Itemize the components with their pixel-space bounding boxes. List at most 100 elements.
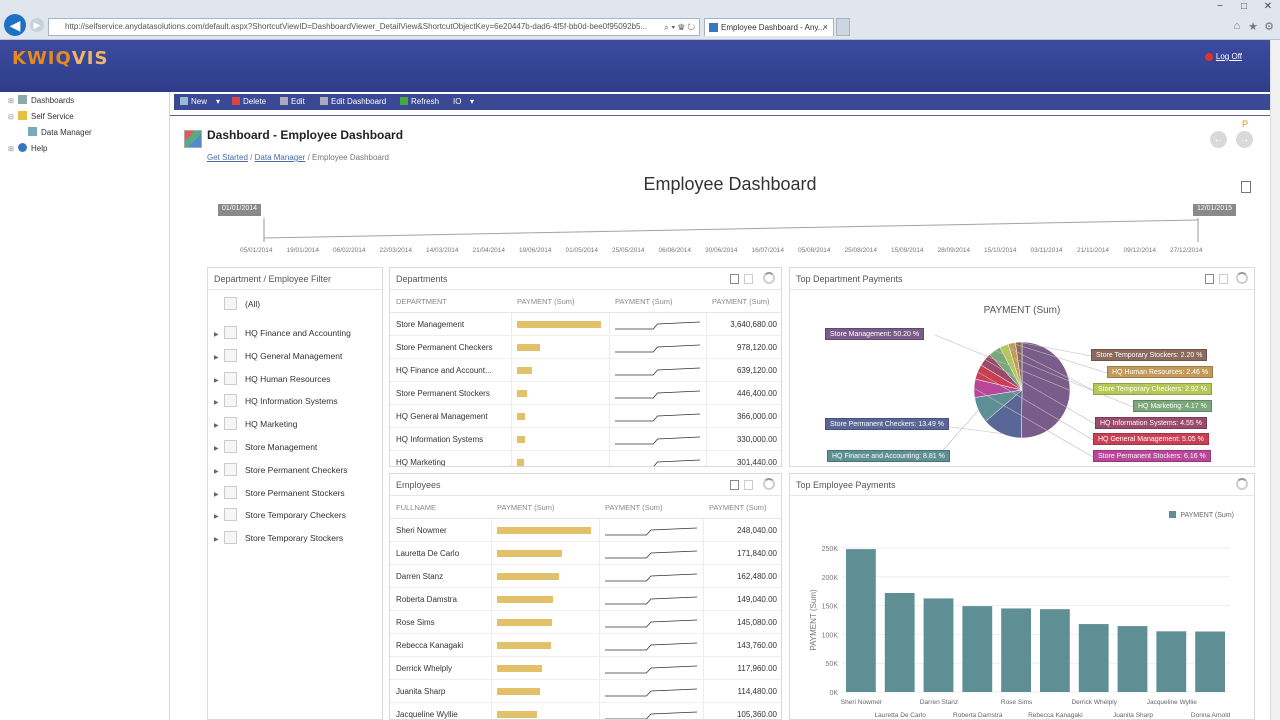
table-row[interactable]: HQ Information Systems 330,000.00 xyxy=(390,428,781,451)
filter-item[interactable]: ▶ Store Permanent Stockers xyxy=(214,485,345,500)
filter-item[interactable]: ▶ HQ General Management xyxy=(214,348,342,363)
breadcrumb-get-started[interactable]: Get Started xyxy=(207,153,248,162)
expand-icon[interactable]: ▶ xyxy=(214,332,219,338)
bar[interactable] xyxy=(1078,624,1109,692)
sidebar-item-help[interactable]: ⊞ Help xyxy=(8,143,47,155)
refresh-button[interactable]: Refresh xyxy=(400,94,439,110)
filter-item[interactable]: ▶ Store Temporary Stockers xyxy=(214,531,343,545)
checkbox[interactable] xyxy=(224,326,237,339)
delete-button[interactable]: Delete xyxy=(232,94,266,110)
column-header[interactable]: DEPARTMENT xyxy=(396,297,447,306)
column-header[interactable]: PAYMENT (Sum) xyxy=(615,297,673,306)
column-header[interactable]: PAYMENT (Sum) xyxy=(517,297,575,306)
range-end-label[interactable]: 12/01/2015 xyxy=(1192,204,1236,216)
column-header[interactable]: PAYMENT (Sum) xyxy=(605,503,663,512)
filter-icon[interactable] xyxy=(744,480,753,490)
edit-dashboard-button[interactable]: Edit Dashboard xyxy=(320,94,386,110)
table-row[interactable]: HQ Marketing 301,440.00 xyxy=(390,451,781,466)
checkbox[interactable] xyxy=(224,394,237,408)
pie-slice[interactable] xyxy=(1021,341,1071,439)
filter-item[interactable]: ▶ HQ Human Resources xyxy=(214,371,331,386)
filter-icon[interactable] xyxy=(1219,274,1228,284)
checkbox[interactable] xyxy=(224,371,237,385)
filter-item[interactable]: ▶ Store Permanent Checkers xyxy=(214,462,348,477)
filter-icon[interactable] xyxy=(744,274,753,284)
export-icon[interactable] xyxy=(1205,274,1214,284)
checkbox[interactable] xyxy=(224,417,237,431)
checkbox[interactable] xyxy=(224,531,237,545)
bar[interactable] xyxy=(962,606,993,692)
new-dropdown[interactable]: ▾ xyxy=(216,97,221,106)
expand-icon[interactable]: ▶ xyxy=(214,377,219,384)
nav-back-button[interactable]: ← xyxy=(1210,131,1227,148)
chevron-down-icon[interactable]: ▼ xyxy=(1199,120,1206,127)
table-row[interactable]: Darren Stanz 162,480.00 xyxy=(390,565,781,588)
checkbox[interactable] xyxy=(224,348,237,362)
edit-button[interactable]: Edit xyxy=(280,94,305,110)
column-header[interactable]: PAYMENT (Sum) xyxy=(712,297,770,306)
filter-item[interactable]: ▶ HQ Information Systems xyxy=(214,394,338,408)
back-button[interactable]: ◀ xyxy=(4,14,26,36)
close-window-icon[interactable]: ✕ xyxy=(1263,1,1273,12)
column-header[interactable]: FULLNAME xyxy=(396,503,437,512)
io-dropdown[interactable]: ▾ xyxy=(470,97,475,106)
favorites-icon[interactable]: ★ xyxy=(1248,21,1258,33)
address-bar[interactable]: http://selfservice.anydatasolutions.com/… xyxy=(48,18,700,36)
minimize-icon[interactable]: − xyxy=(1217,1,1223,12)
bar[interactable] xyxy=(923,598,954,692)
home-icon[interactable]: ⌂ xyxy=(1233,20,1241,32)
sidebar-item-dashboards[interactable]: ⊞ Dashboards xyxy=(8,95,74,107)
expand-icon[interactable]: ▶ xyxy=(214,514,219,521)
expand-icon[interactable]: ⊞ xyxy=(8,146,14,153)
table-row[interactable]: HQ General Management 366,000.00 xyxy=(390,405,781,428)
close-tab-icon[interactable]: × xyxy=(822,22,828,32)
io-button[interactable]: IO xyxy=(453,97,462,106)
sidebar-item-self-service[interactable]: ⊟ Self Service xyxy=(8,111,74,123)
bar[interactable] xyxy=(1195,631,1225,692)
logoff-link[interactable]: Log Off xyxy=(1204,52,1242,61)
export-icon[interactable] xyxy=(730,274,739,284)
expand-icon[interactable]: ▶ xyxy=(214,537,219,544)
bar[interactable] xyxy=(884,593,915,692)
checkbox[interactable] xyxy=(224,508,237,522)
new-button[interactable]: New xyxy=(180,94,207,110)
table-row[interactable]: Store Permanent Stockers 446,400.00 xyxy=(390,382,781,405)
browser-tab[interactable]: Employee Dashboard - Any... × xyxy=(704,18,834,36)
checkbox[interactable] xyxy=(224,485,237,499)
expand-icon[interactable]: ⊞ xyxy=(8,98,14,105)
page-scrollbar[interactable] xyxy=(1270,40,1280,720)
table-row[interactable]: Derrick Whelply 117,960.00 xyxy=(390,657,781,680)
checkbox[interactable] xyxy=(224,440,237,453)
expand-icon[interactable]: ▶ xyxy=(214,423,219,430)
settings-icon[interactable]: ⚙ xyxy=(1264,21,1274,33)
table-row[interactable]: Rebecca Kanagaki 143,760.00 xyxy=(390,634,781,657)
range-start-label[interactable]: 01/01/2014 xyxy=(218,204,262,216)
address-controls[interactable]: ⌕ ▾ ♕ ↻ xyxy=(663,22,695,32)
table-row[interactable]: Juanita Sharp 114,480.00 xyxy=(390,680,781,703)
export-icon[interactable] xyxy=(730,480,739,490)
column-header[interactable]: PAYMENT (Sum) xyxy=(709,503,767,512)
table-row[interactable]: Roberta Damstra 149,040.00 xyxy=(390,588,781,611)
bar[interactable] xyxy=(846,549,876,692)
filter-item[interactable]: ▶ Store Temporary Checkers xyxy=(214,508,346,522)
checkbox[interactable] xyxy=(224,462,237,476)
quick-create-link[interactable]: Quick create xyxy=(1151,120,1196,129)
bar[interactable] xyxy=(1117,626,1148,692)
maximize-icon[interactable]: □ xyxy=(1240,1,1248,12)
table-row[interactable]: Sheri Nowmer 248,040.00 xyxy=(390,519,781,542)
new-tab-button[interactable] xyxy=(836,18,850,36)
table-row[interactable]: Store Management 3,640,680.00 xyxy=(390,313,781,336)
filter-all[interactable]: (All) xyxy=(214,297,260,311)
collapse-icon[interactable]: ⊟ xyxy=(8,114,14,121)
table-row[interactable]: HQ Finance and Account... 639,120.00 xyxy=(390,359,781,382)
column-header[interactable]: PAYMENT (Sum) xyxy=(497,503,555,512)
table-row[interactable]: Store Permanent Checkers 978,120.00 xyxy=(390,336,781,359)
table-row[interactable]: Lauretta De Carlo 171,840.00 xyxy=(390,542,781,565)
checkbox[interactable] xyxy=(224,297,237,310)
expand-icon[interactable]: ▶ xyxy=(214,446,219,452)
expand-icon[interactable]: ▶ xyxy=(214,468,219,475)
sidebar-item-data-manager[interactable]: Data Manager xyxy=(26,127,92,139)
bar[interactable] xyxy=(1001,608,1031,692)
table-row[interactable]: Rose Sims 145,080.00 xyxy=(390,611,781,634)
filter-item[interactable]: ▶ Store Management xyxy=(214,440,317,454)
